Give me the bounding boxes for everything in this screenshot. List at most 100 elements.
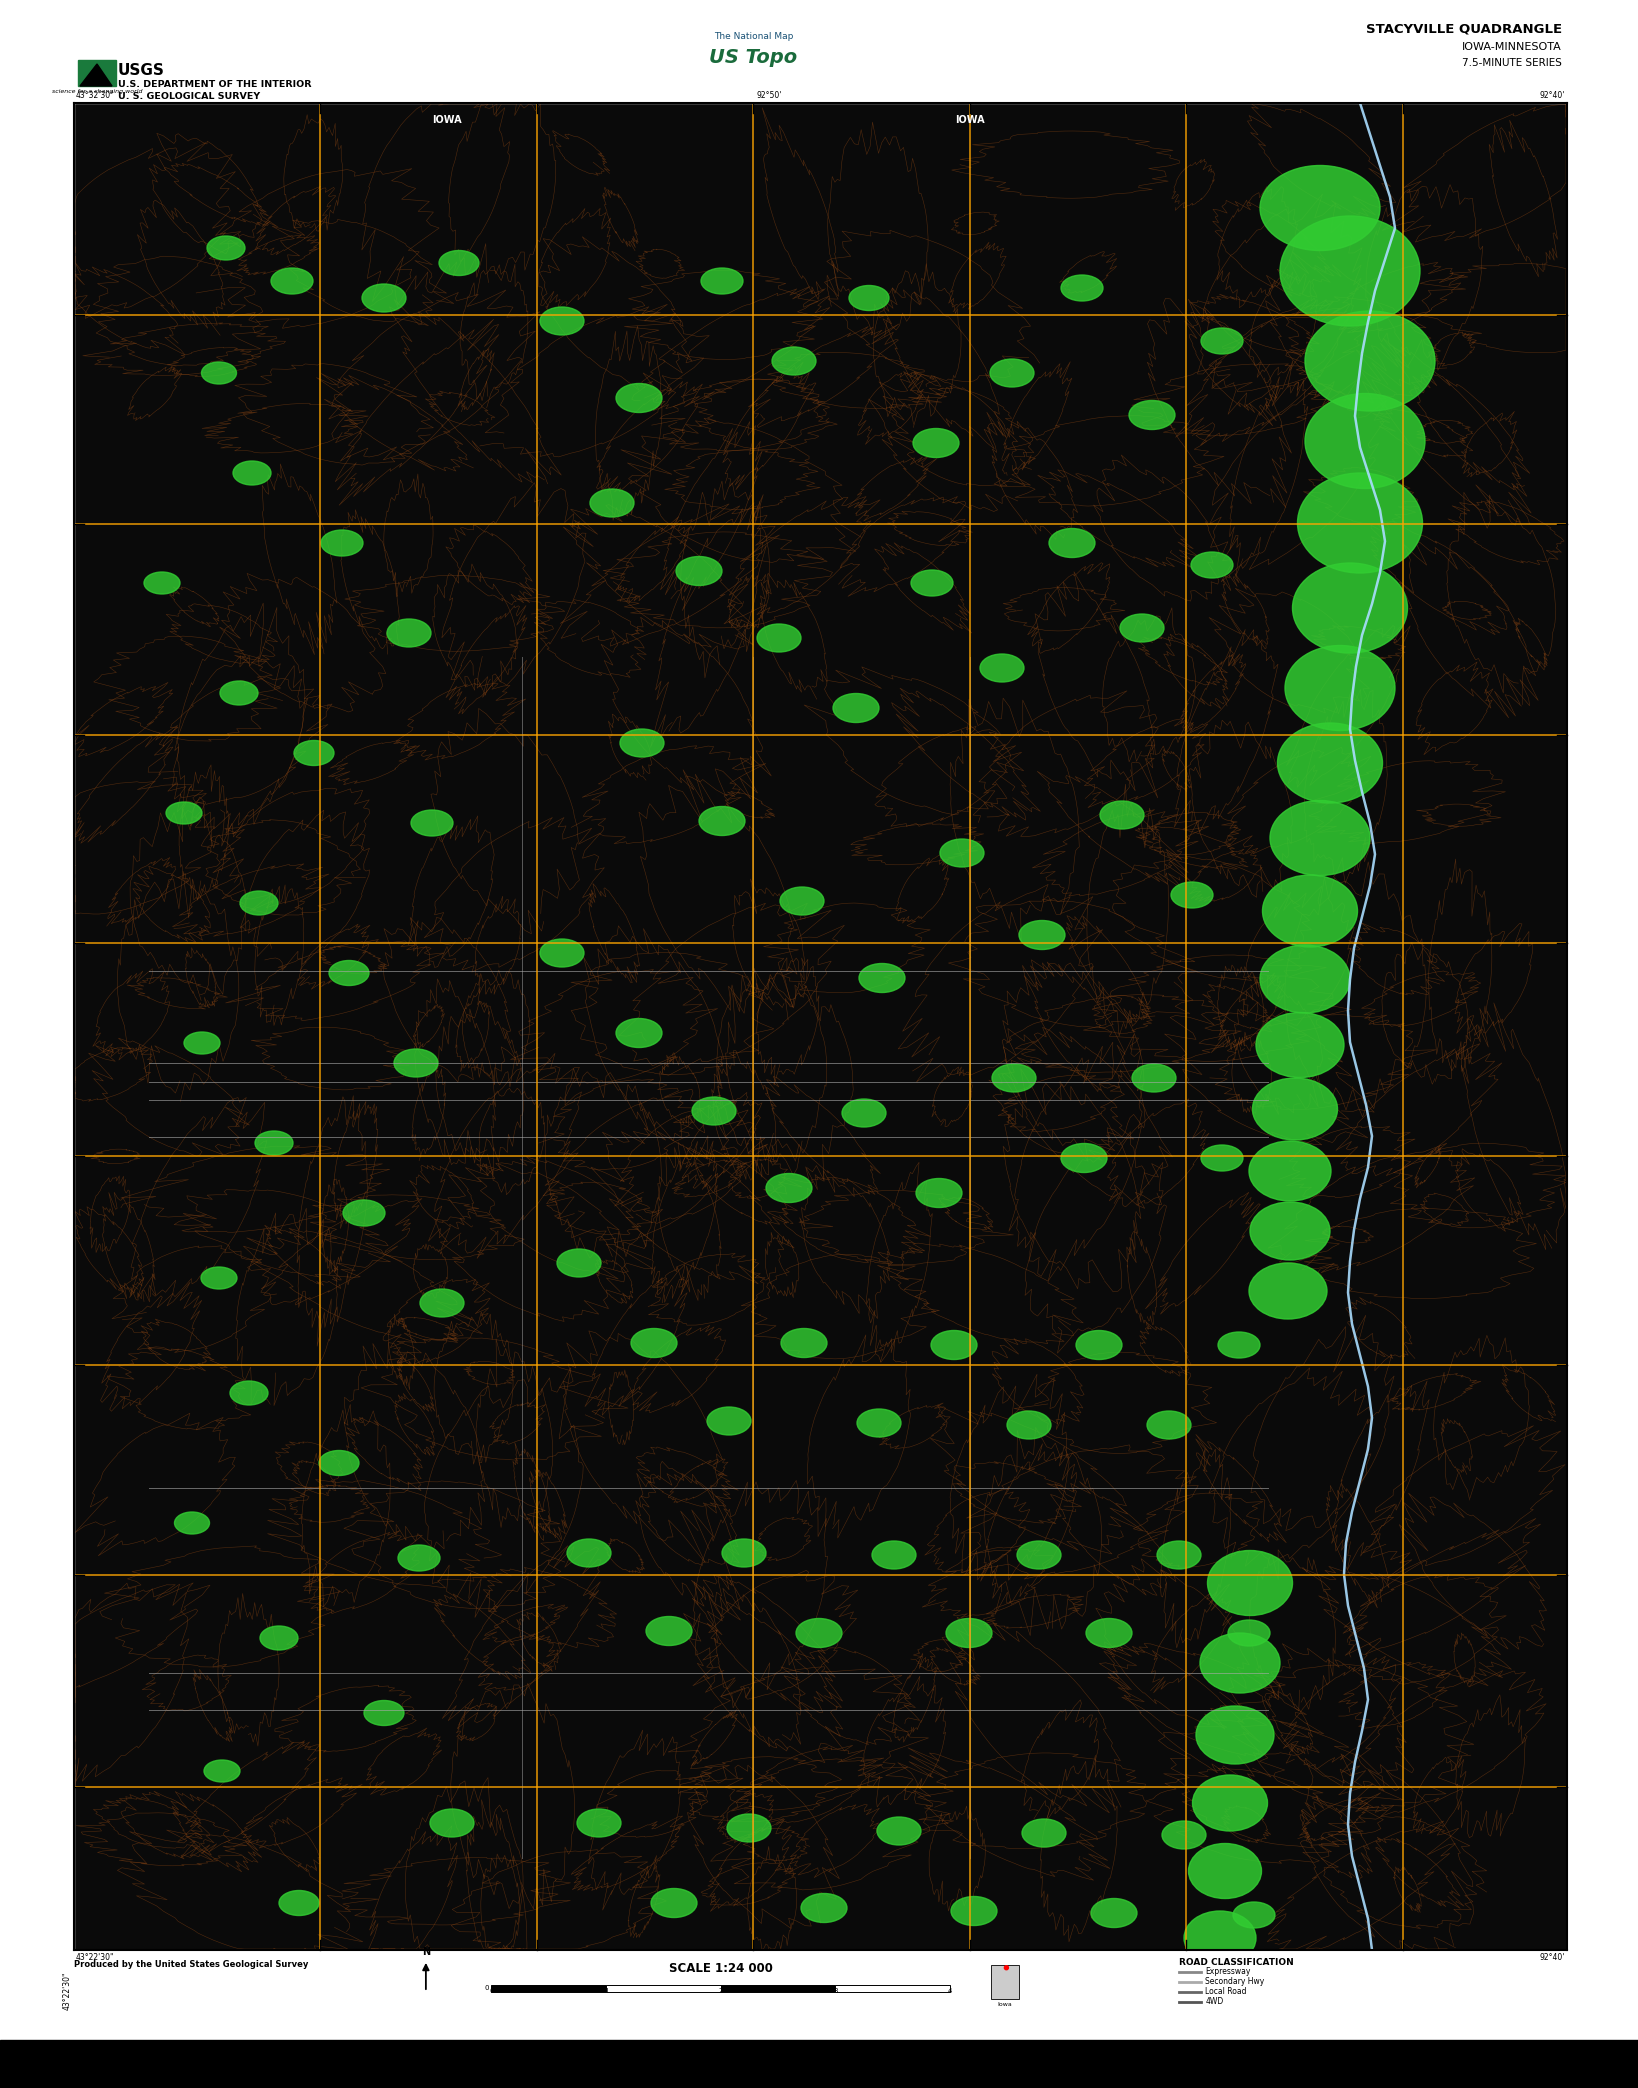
Ellipse shape <box>1022 1819 1066 1848</box>
Ellipse shape <box>771 347 816 376</box>
Ellipse shape <box>701 267 744 294</box>
Ellipse shape <box>1292 564 1407 654</box>
Ellipse shape <box>801 1894 847 1923</box>
Ellipse shape <box>876 1817 921 1846</box>
Ellipse shape <box>1161 1821 1206 1850</box>
Ellipse shape <box>722 1539 767 1566</box>
Ellipse shape <box>1201 1144 1243 1171</box>
Bar <box>74 102 1568 1950</box>
Ellipse shape <box>233 461 270 484</box>
Ellipse shape <box>1253 1077 1338 1140</box>
Text: 92°40': 92°40' <box>1540 92 1564 100</box>
Ellipse shape <box>590 489 634 518</box>
Text: U.S. DEPARTMENT OF THE INTERIOR: U.S. DEPARTMENT OF THE INTERIOR <box>118 79 311 90</box>
Ellipse shape <box>1228 1620 1269 1645</box>
Ellipse shape <box>321 530 364 555</box>
Text: USGS: USGS <box>118 63 165 77</box>
Ellipse shape <box>165 802 201 825</box>
Ellipse shape <box>857 1409 901 1437</box>
Ellipse shape <box>912 428 958 457</box>
Text: U. S. GEOLOGICAL SURVEY: U. S. GEOLOGICAL SURVEY <box>118 92 260 100</box>
Bar <box>606 1986 721 1992</box>
Ellipse shape <box>229 1380 269 1405</box>
Ellipse shape <box>183 1031 219 1054</box>
Ellipse shape <box>1305 311 1435 411</box>
Ellipse shape <box>1256 1013 1345 1077</box>
Ellipse shape <box>1260 946 1350 1013</box>
Ellipse shape <box>691 1096 735 1125</box>
Bar <box>1568 102 1638 1950</box>
Ellipse shape <box>1091 1898 1137 1927</box>
Text: ROAD CLASSIFICATION: ROAD CLASSIFICATION <box>1179 1959 1294 1967</box>
Ellipse shape <box>1120 614 1165 641</box>
Ellipse shape <box>916 1178 962 1207</box>
Ellipse shape <box>278 1890 319 1915</box>
Text: 43°22'30": 43°22'30" <box>62 1971 72 2011</box>
Ellipse shape <box>431 1808 473 1837</box>
Ellipse shape <box>780 887 824 915</box>
Ellipse shape <box>767 1173 812 1203</box>
Ellipse shape <box>329 960 369 986</box>
Ellipse shape <box>980 654 1024 683</box>
Ellipse shape <box>1184 1911 1256 1965</box>
Ellipse shape <box>241 892 278 915</box>
Ellipse shape <box>676 557 722 585</box>
Text: Produced by the United States Geological Survey: Produced by the United States Geological… <box>74 1961 308 1969</box>
Ellipse shape <box>1201 1633 1279 1693</box>
Text: 3: 3 <box>834 1988 837 1994</box>
Ellipse shape <box>708 1407 750 1434</box>
Bar <box>0 2040 1638 2088</box>
Ellipse shape <box>1263 875 1358 948</box>
Ellipse shape <box>364 1700 405 1725</box>
Text: 92°40': 92°40' <box>1540 1952 1564 1963</box>
Ellipse shape <box>1279 215 1420 326</box>
Text: 43°22'30": 43°22'30" <box>75 1952 115 1963</box>
Ellipse shape <box>699 806 745 835</box>
Ellipse shape <box>650 1888 698 1917</box>
Ellipse shape <box>796 1618 842 1647</box>
Text: SCALE 1:24 000: SCALE 1:24 000 <box>668 1963 773 1975</box>
Ellipse shape <box>387 618 431 647</box>
Ellipse shape <box>993 1065 1035 1092</box>
Text: IOWA: IOWA <box>432 115 462 125</box>
Ellipse shape <box>270 267 313 294</box>
Ellipse shape <box>1207 1551 1292 1616</box>
Text: The National Map: The National Map <box>714 31 793 42</box>
Bar <box>0 0 1638 102</box>
Bar <box>0 1950 1638 2040</box>
Ellipse shape <box>1017 1541 1061 1568</box>
Ellipse shape <box>1147 1411 1191 1439</box>
Circle shape <box>1004 1965 1009 1969</box>
Ellipse shape <box>1250 1140 1332 1201</box>
Ellipse shape <box>952 1896 998 1925</box>
Ellipse shape <box>1305 393 1425 489</box>
Ellipse shape <box>1129 401 1174 430</box>
Ellipse shape <box>989 359 1034 386</box>
Ellipse shape <box>557 1249 601 1278</box>
Ellipse shape <box>1171 881 1214 908</box>
Text: Iowa: Iowa <box>998 2002 1012 2007</box>
Bar <box>991 1965 1019 1998</box>
Ellipse shape <box>1250 1203 1330 1259</box>
Ellipse shape <box>1048 528 1094 557</box>
Text: 2: 2 <box>719 1988 722 1994</box>
Ellipse shape <box>215 2007 251 2030</box>
Bar <box>721 1986 835 1992</box>
Ellipse shape <box>1189 1844 1261 1898</box>
Ellipse shape <box>260 1627 298 1650</box>
Ellipse shape <box>362 284 406 311</box>
Ellipse shape <box>1269 800 1369 875</box>
Polygon shape <box>80 65 111 86</box>
Ellipse shape <box>144 572 180 593</box>
Ellipse shape <box>621 729 663 758</box>
Text: Secondary Hwy: Secondary Hwy <box>1206 1977 1265 1986</box>
Ellipse shape <box>1297 474 1422 572</box>
Ellipse shape <box>1183 1977 1253 2030</box>
Ellipse shape <box>631 1328 676 1357</box>
Bar <box>79 61 116 86</box>
Text: 4: 4 <box>948 1988 952 1994</box>
Ellipse shape <box>1233 1902 1274 1927</box>
Ellipse shape <box>541 940 585 967</box>
Text: 0: 0 <box>485 1986 490 1992</box>
Ellipse shape <box>201 1267 238 1288</box>
